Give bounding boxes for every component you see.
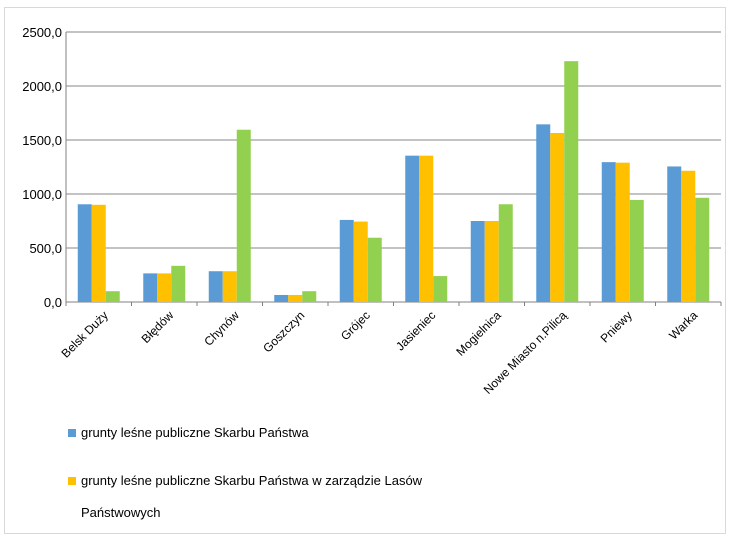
bar-series2 <box>484 221 499 302</box>
bar-series2 <box>550 132 565 302</box>
bars <box>77 61 710 302</box>
y-tick-label: 1000,0 <box>22 187 62 202</box>
bar-series1 <box>601 162 616 302</box>
bar-series3 <box>433 276 448 302</box>
y-tick-label: 2500,0 <box>22 25 62 40</box>
x-tick-label: Błędów <box>139 308 177 346</box>
y-tick-label: 2000,0 <box>22 79 62 94</box>
x-tick-label: Warka <box>666 308 700 342</box>
legend-label-1: grunty leśne publiczne Skarbu Państwa <box>81 425 309 440</box>
x-tick-label: Jasieniec <box>393 308 438 353</box>
chart-frame: 0,0 500,0 1000,0 1500,0 2000,0 2500,0 Belsk D… <box>4 7 726 534</box>
bar-series1 <box>77 204 92 302</box>
legend-item-2: grunty leśne publiczne Skarbu Państwa w … <box>68 465 528 525</box>
bar-series3 <box>498 204 513 302</box>
bar-series3 <box>236 129 251 302</box>
bar-series2 <box>353 221 368 302</box>
x-tick-label: Belsk Duży <box>59 308 111 360</box>
y-axis-ticks: 0,0 500,0 1000,0 1500,0 2000,0 2500,0 <box>22 25 62 310</box>
bar-series1 <box>470 221 485 302</box>
legend-swatch-2 <box>68 477 76 485</box>
bar-series3 <box>302 291 317 302</box>
bar-series1 <box>405 155 420 302</box>
y-tick-label: 0,0 <box>44 295 62 310</box>
bar-series1 <box>536 124 551 302</box>
bar-series3 <box>105 291 120 302</box>
bar-series2 <box>419 155 434 302</box>
bar-series1 <box>143 273 158 302</box>
legend-label-2: grunty leśne publiczne Skarbu Państwa w … <box>81 473 423 520</box>
bar-series1 <box>339 219 354 302</box>
x-tick-label: Chynów <box>201 308 242 349</box>
bar-series1 <box>274 294 289 302</box>
x-axis-ticks: Belsk Duży Błędów Chynów Goszczyn Grójec Jasi… <box>59 308 701 397</box>
bar-series2 <box>681 170 696 302</box>
legend-swatch-1 <box>68 429 76 437</box>
bar-series2 <box>91 204 106 302</box>
bar-chart: 0,0 500,0 1000,0 1500,0 2000,0 2500,0 Belsk D… <box>22 25 722 397</box>
bar-series3 <box>695 197 710 302</box>
bar-series2 <box>222 271 237 302</box>
x-tick-label: Mogielnica <box>453 308 504 359</box>
bar-series2 <box>157 273 172 302</box>
bar-series2 <box>615 162 630 302</box>
x-tick-label: Goszczyn <box>260 308 307 355</box>
bar-series3 <box>171 265 186 302</box>
x-tick-label: Pniewy <box>598 308 635 345</box>
bar-series3 <box>564 61 579 302</box>
legend-item-1: grunty leśne publiczne Skarbu Państwa <box>68 417 528 449</box>
y-tick-label: 500,0 <box>29 241 62 256</box>
bar-series1 <box>208 271 223 302</box>
x-tick-label: Grójec <box>338 308 373 343</box>
bar-series3 <box>629 199 644 302</box>
y-tick-label: 1500,0 <box>22 133 62 148</box>
bar-series1 <box>667 166 682 302</box>
bar-series2 <box>288 294 303 302</box>
bar-series3 <box>367 237 382 302</box>
